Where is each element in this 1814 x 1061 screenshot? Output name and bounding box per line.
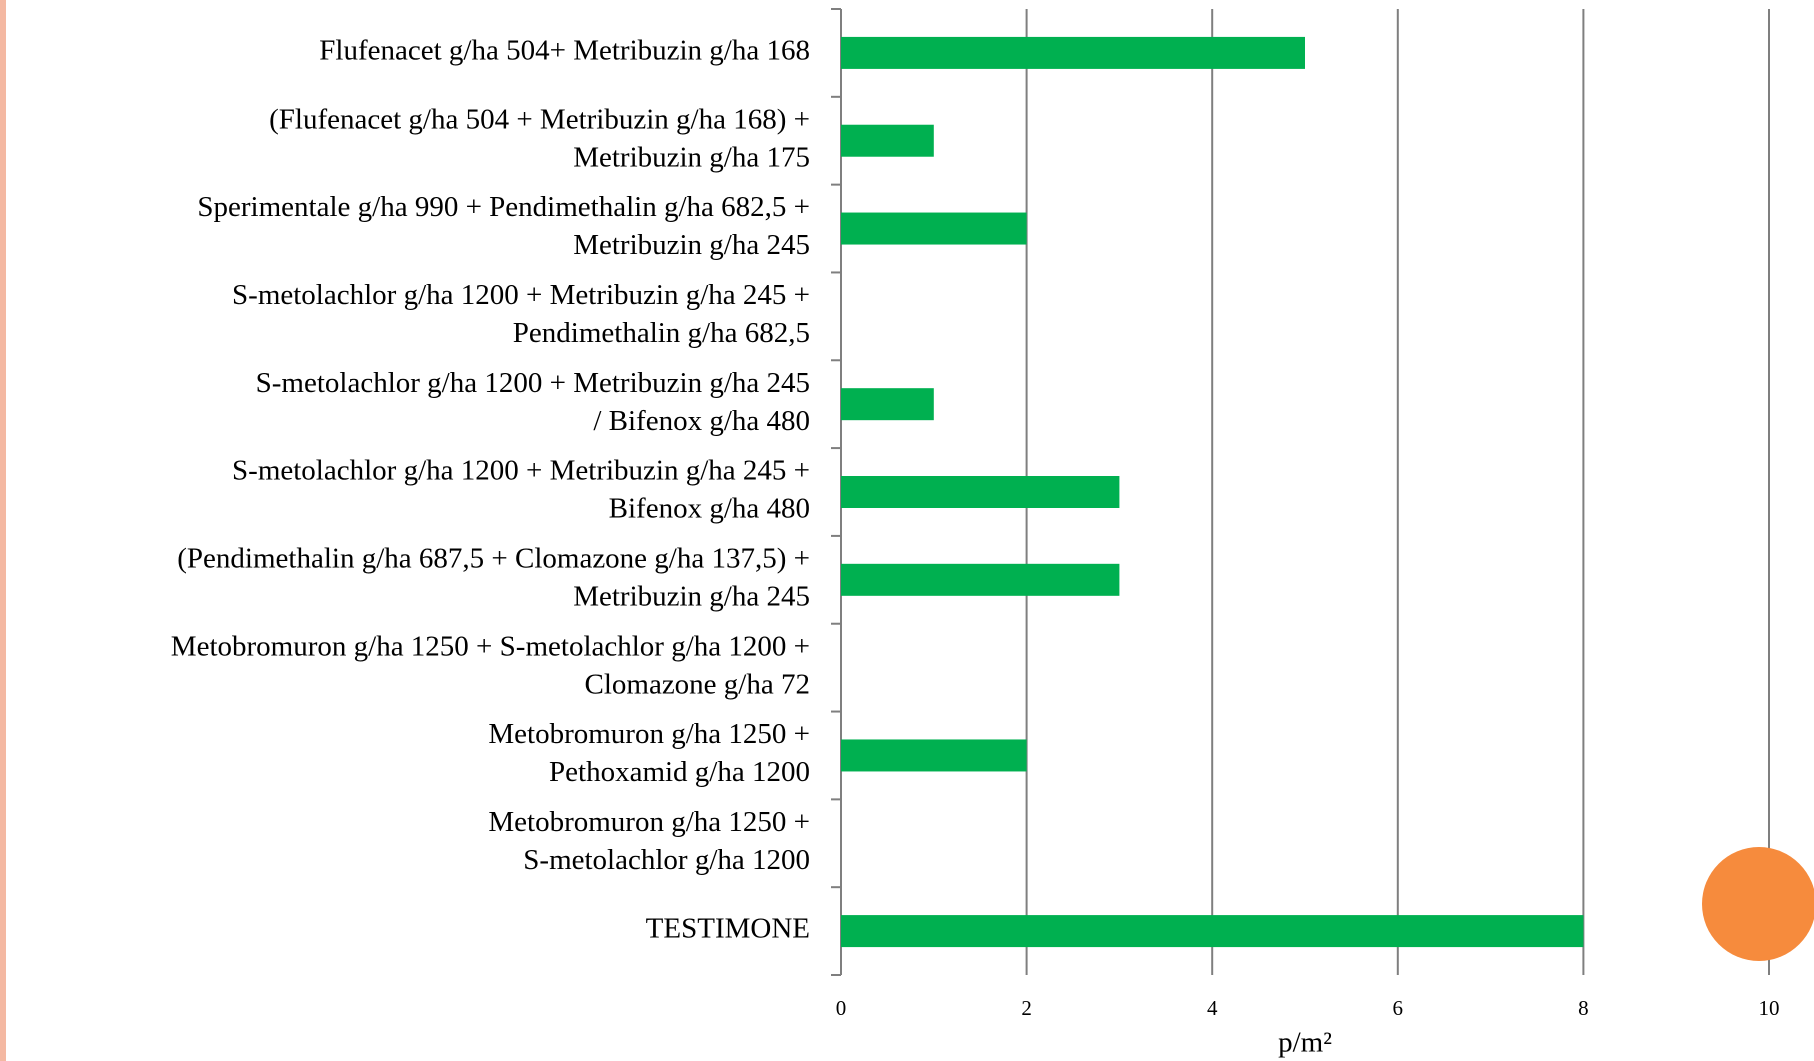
category-label: Metribuzin g/ha 245 <box>573 229 810 261</box>
category-label: Metribuzin g/ha 175 <box>573 141 810 173</box>
category-label: Flufenacet g/ha 504+ Metribuzin g/ha 168 <box>319 35 810 67</box>
category-label: Sperimentale g/ha 990 + Pendimethalin g/… <box>197 191 810 223</box>
x-tick-label: 8 <box>1578 996 1589 1020</box>
category-label: S-metolachlor g/ha 1200 + Metribuzin g/h… <box>232 455 810 487</box>
category-label: Pendimethalin g/ha 682,5 <box>513 317 810 349</box>
x-tick-label: 4 <box>1207 996 1218 1020</box>
bar <box>841 388 934 421</box>
x-tick-label: 6 <box>1393 996 1404 1020</box>
x-tick-label: 2 <box>1021 996 1032 1020</box>
bar <box>841 476 1120 508</box>
category-label: Metobromuron g/ha 1250 + <box>488 718 810 750</box>
category-label: Metobromuron g/ha 1250 + S-metolachlor g… <box>171 630 810 662</box>
x-tick-label: 10 <box>1759 996 1780 1020</box>
category-label: Clomazone g/ha 72 <box>584 668 810 700</box>
x-tick-label: 0 <box>836 996 847 1020</box>
bar <box>841 915 1584 948</box>
category-label: Metobromuron g/ha 1250 + <box>488 806 810 838</box>
category-label: Metribuzin g/ha 245 <box>573 580 810 612</box>
bar <box>841 212 1027 245</box>
category-label: (Flufenacet g/ha 504 + Metribuzin g/ha 1… <box>269 103 810 135</box>
left-border <box>0 0 6 1061</box>
bar <box>841 124 934 157</box>
decoration-circle <box>1702 847 1814 961</box>
category-label: S-metolachlor g/ha 1200 + Metribuzin g/h… <box>256 367 810 399</box>
x-axis-label: p/m² <box>1278 1027 1332 1059</box>
category-label: Pethoxamid g/ha 1200 <box>549 756 810 788</box>
category-label: Bifenox g/ha 480 <box>609 493 810 525</box>
bar <box>841 36 1305 69</box>
bar <box>841 739 1027 772</box>
category-label: S-metolachlor g/ha 1200 + Metribuzin g/h… <box>232 279 810 311</box>
category-label: S-metolachlor g/ha 1200 <box>523 844 810 876</box>
bar <box>841 563 1120 596</box>
category-label: TESTIMONE <box>646 913 810 945</box>
category-label: / Bifenox g/ha 480 <box>593 405 810 437</box>
category-label: (Pendimethalin g/ha 687,5 + Clomazone g/… <box>177 542 810 574</box>
